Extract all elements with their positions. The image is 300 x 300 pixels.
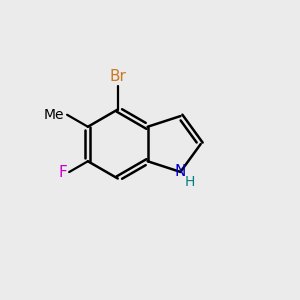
Text: N: N [175, 164, 186, 179]
Text: F: F [59, 164, 68, 179]
Text: H: H [184, 175, 195, 188]
Text: Br: Br [109, 69, 126, 84]
Text: Me: Me [44, 108, 64, 122]
